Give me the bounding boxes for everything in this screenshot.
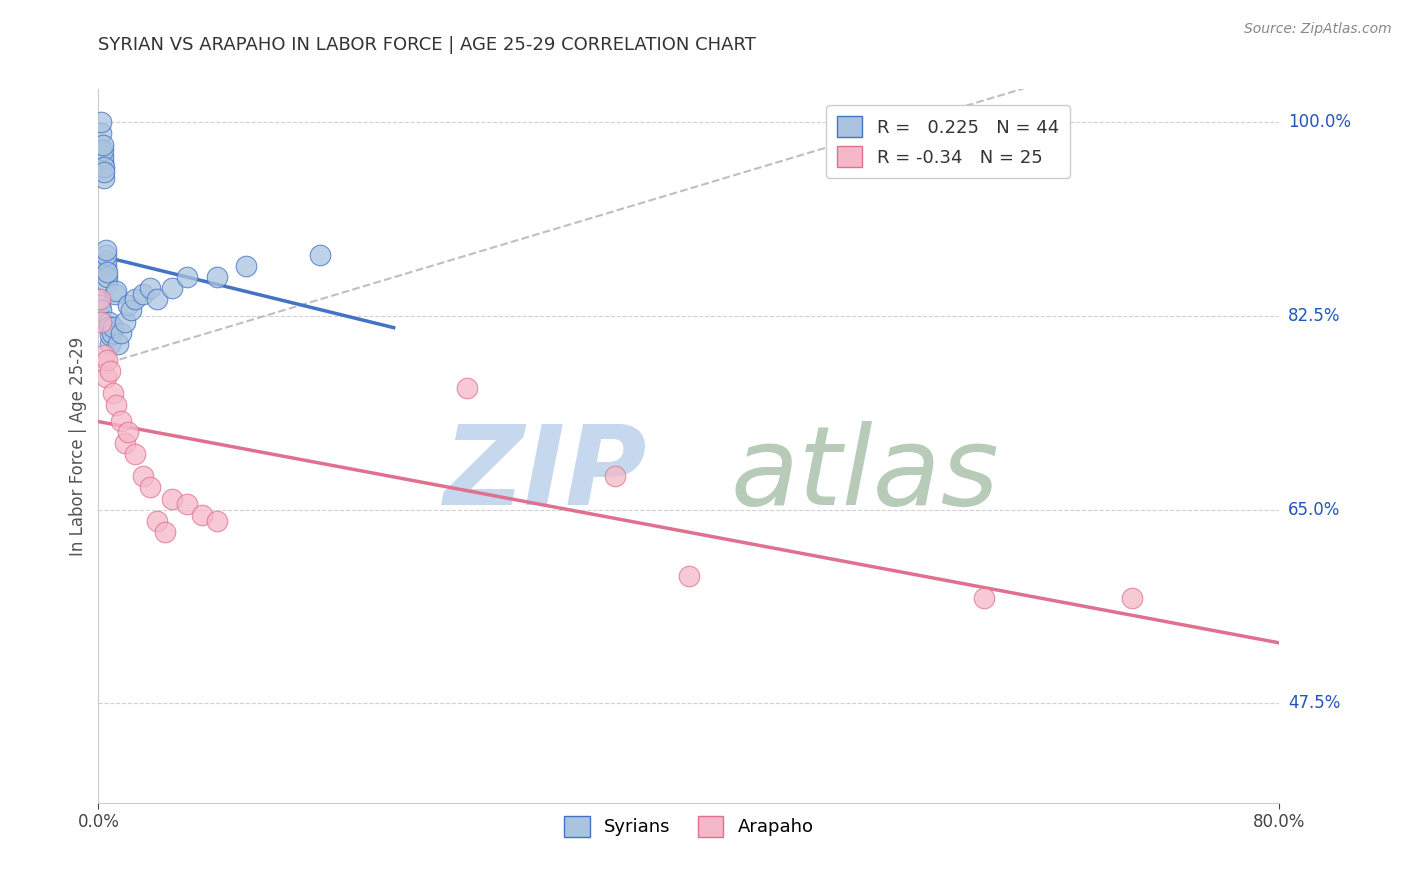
Point <box>110 414 132 428</box>
Point <box>91 148 114 162</box>
Y-axis label: In Labor Force | Age 25-29: In Labor Force | Age 25-29 <box>69 336 87 556</box>
Point <box>94 253 117 268</box>
Point <box>117 425 139 439</box>
Point <box>93 165 115 179</box>
Point <box>89 298 111 312</box>
Point <box>97 314 120 328</box>
Text: 47.5%: 47.5% <box>1288 694 1340 712</box>
Point <box>96 265 118 279</box>
Point <box>90 303 112 318</box>
Point <box>105 284 128 298</box>
Text: Source: ZipAtlas.com: Source: ZipAtlas.com <box>1244 22 1392 37</box>
Point <box>176 270 198 285</box>
Point <box>93 348 115 362</box>
Point <box>89 293 111 307</box>
Point <box>90 115 112 129</box>
Point <box>90 143 112 157</box>
Point <box>90 127 112 141</box>
Text: 82.5%: 82.5% <box>1288 307 1340 325</box>
Point <box>162 491 183 506</box>
Point <box>90 314 112 328</box>
Point <box>103 386 125 401</box>
Text: SYRIAN VS ARAPAHO IN LABOR FORCE | AGE 25-29 CORRELATION CHART: SYRIAN VS ARAPAHO IN LABOR FORCE | AGE 2… <box>98 36 756 54</box>
Point <box>89 293 111 307</box>
Point <box>205 270 228 285</box>
Point <box>162 281 183 295</box>
Point <box>124 447 146 461</box>
Point <box>457 381 479 395</box>
Point <box>93 160 115 174</box>
Point <box>235 259 257 273</box>
Point <box>93 170 115 185</box>
Point <box>98 364 121 378</box>
Point <box>132 286 155 301</box>
Point <box>114 314 136 328</box>
Text: ZIP: ZIP <box>444 421 648 528</box>
Point <box>678 569 700 583</box>
Point <box>103 320 125 334</box>
Point <box>176 497 198 511</box>
Point <box>89 309 111 323</box>
Point <box>100 326 122 340</box>
Point <box>94 369 117 384</box>
Point <box>146 514 169 528</box>
Point <box>605 469 627 483</box>
Point <box>96 276 118 290</box>
Point <box>94 259 117 273</box>
Point <box>98 336 121 351</box>
Point <box>146 293 169 307</box>
Point <box>96 270 118 285</box>
Point <box>139 481 162 495</box>
Point <box>205 514 228 528</box>
Point <box>1121 591 1143 606</box>
Point <box>104 286 127 301</box>
Point <box>120 303 142 318</box>
Point <box>110 326 132 340</box>
Point <box>309 248 332 262</box>
Point <box>90 160 112 174</box>
Point <box>124 293 146 307</box>
Text: atlas: atlas <box>730 421 998 528</box>
Point <box>139 281 162 295</box>
Point <box>98 327 121 342</box>
Point <box>191 508 214 523</box>
Point <box>97 320 120 334</box>
Point <box>91 143 114 157</box>
Point <box>91 154 114 169</box>
Point <box>132 469 155 483</box>
Legend: Syrians, Arapaho: Syrians, Arapaho <box>557 808 821 844</box>
Text: 65.0%: 65.0% <box>1288 500 1340 518</box>
Point <box>117 298 139 312</box>
Text: 100.0%: 100.0% <box>1288 113 1351 131</box>
Point <box>153 524 176 539</box>
Point <box>96 353 118 368</box>
Point <box>973 591 995 606</box>
Point <box>114 436 136 450</box>
Point <box>91 137 114 152</box>
Point <box>94 248 117 262</box>
Point <box>105 397 128 411</box>
Point <box>94 243 117 257</box>
Point <box>107 336 129 351</box>
